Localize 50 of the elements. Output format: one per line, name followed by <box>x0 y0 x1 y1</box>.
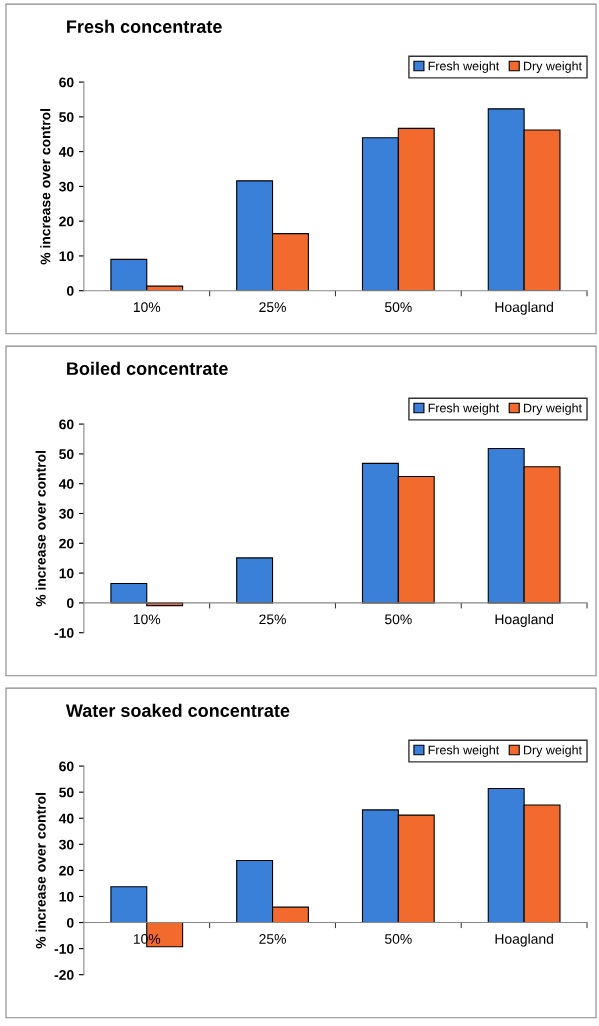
y-tick-label: 40 <box>58 479 74 489</box>
x-tick-label: 25% <box>259 614 286 625</box>
y-axis-title: % increase over control <box>35 451 46 607</box>
x-tick-label: 10% <box>133 934 161 944</box>
y-tick-label: 10 <box>59 891 74 902</box>
legend-label: Fresh weight <box>428 745 500 757</box>
x-tick-label: 25% <box>259 934 286 944</box>
y-tick-label: 0 <box>66 286 74 296</box>
x-tick-label: 10% <box>133 302 161 313</box>
legend-label: Fresh weight <box>428 61 500 73</box>
y-tick-label: 20 <box>59 216 74 227</box>
y-tick-label: 60 <box>59 77 74 88</box>
y-tick-label: 20 <box>59 865 74 876</box>
y-axis-title: % increase over control <box>35 793 46 949</box>
y-tick-label: 0 <box>66 598 74 609</box>
legend-label: Dry weight <box>524 61 582 73</box>
x-tick-label: 50% <box>384 614 412 625</box>
y-tick-label: 10 <box>59 568 74 579</box>
x-tick-label: 50% <box>384 302 412 313</box>
legend-label: Dry weight <box>524 745 582 757</box>
y-tick-label: 30 <box>59 181 74 192</box>
y-tick-label: 30 <box>59 839 74 850</box>
y-tick-label: 50 <box>59 112 74 123</box>
y-tick-label: 0 <box>66 917 74 928</box>
chart-title: Boiled concentrate <box>67 361 228 376</box>
y-tick-label: 50 <box>59 449 74 460</box>
y-tick-label: 50 <box>59 787 74 798</box>
bar <box>110 582 148 604</box>
chart-title: Fresh concentrate <box>67 19 222 34</box>
y-tick-label: 60 <box>59 419 74 430</box>
y-tick-label: -10 <box>54 943 74 954</box>
x-tick-label: Hoagland <box>495 301 553 315</box>
y-axis-title: % increase over control <box>40 109 51 265</box>
x-tick-label: 25% <box>259 302 286 313</box>
y-tick-label: 10 <box>59 251 74 262</box>
legend-label: Fresh weight <box>428 403 500 415</box>
y-tick-label: 40 <box>58 813 74 824</box>
legend-label: Dry weight <box>524 403 582 415</box>
x-tick-label: Hoagland <box>495 933 553 947</box>
bar <box>236 557 274 604</box>
y-tick-label: 30 <box>59 508 74 519</box>
y-tick-label: -20 <box>54 970 74 980</box>
x-tick-label: Hoagland <box>495 614 553 627</box>
y-tick-label: 60 <box>59 761 74 772</box>
x-tick-label: 50% <box>384 934 412 944</box>
y-tick-label: 20 <box>59 538 74 549</box>
y-tick-label: -10 <box>54 628 74 638</box>
x-tick-label: 10% <box>133 614 161 625</box>
y-tick-label: 40 <box>58 146 74 157</box>
chart-title: Water soaked concentrate <box>65 703 290 718</box>
